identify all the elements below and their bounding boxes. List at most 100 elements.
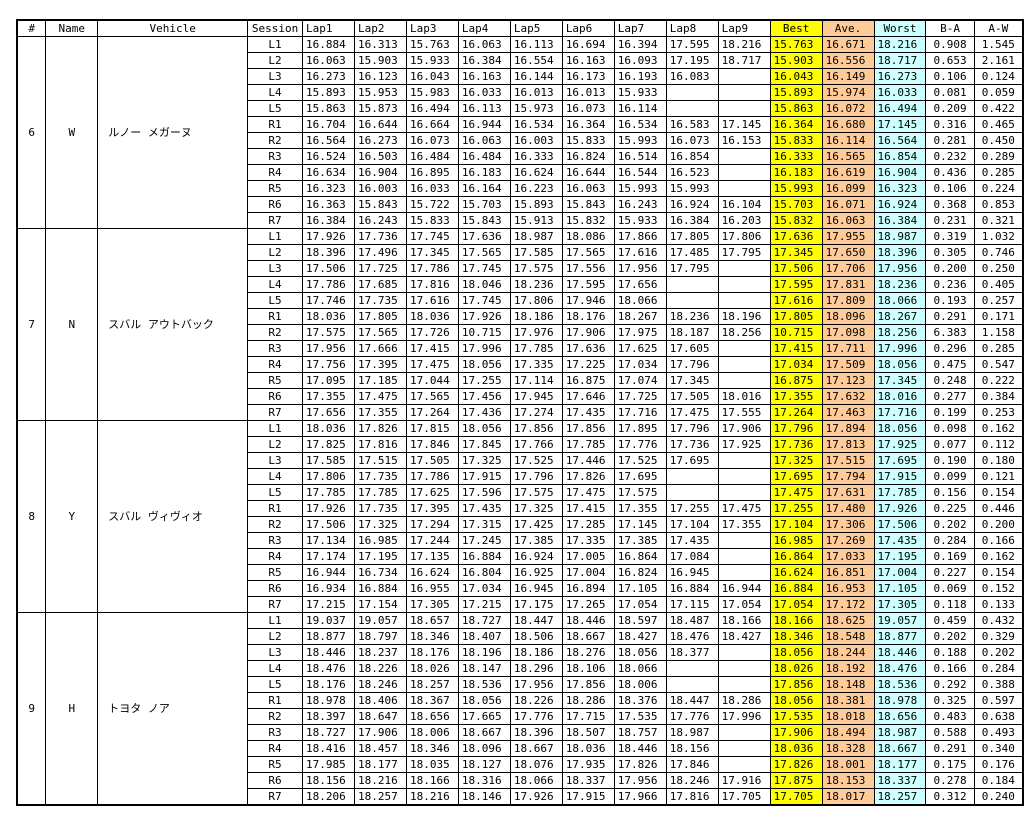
lap-cell: 17.796	[665, 356, 719, 373]
lap-cell: 17.435	[665, 532, 719, 549]
lap-cell: 18.066	[509, 772, 563, 789]
lap-cell: 17.725	[354, 260, 407, 277]
worst-cell: 18.256	[873, 324, 927, 341]
best-minus-ave-cell: 0.166	[925, 660, 975, 677]
lap-cell: 17.556	[561, 260, 615, 277]
session-cell: L3	[247, 68, 304, 85]
best-minus-ave-cell: 0.156	[925, 484, 975, 501]
lap-cell: 16.503	[354, 148, 407, 165]
best-cell: 16.884	[769, 580, 823, 597]
lap-cell: 17.866	[613, 228, 667, 245]
best-minus-ave-cell: 0.236	[925, 276, 975, 293]
column-header-lap6: Lap6	[561, 19, 615, 37]
lap-cell: 17.846	[665, 756, 719, 773]
lap-cell: 17.966	[613, 788, 667, 806]
best-cell: 17.506	[769, 260, 823, 277]
lap-cell: 17.345	[665, 372, 719, 389]
session-cell: L3	[247, 452, 304, 469]
lap-cell: 18.156	[302, 772, 355, 789]
lap-cell: 17.435	[457, 500, 511, 517]
table-row: L3 18.446 18.237 18.176 18.196 18.186 18.276 18…	[17, 644, 1024, 661]
lap-cell: 17.786	[405, 260, 459, 277]
lap-cell: 16.104	[717, 196, 771, 213]
lap-cell: 17.745	[457, 292, 511, 309]
lap-cell: 16.704	[302, 116, 355, 133]
lap-cell: 16.273	[302, 68, 355, 85]
lap-cell: 16.333	[509, 148, 563, 165]
lap-cell	[717, 660, 771, 677]
lap-cell: 18.036	[302, 420, 355, 437]
lap-cell: 17.925	[717, 436, 771, 453]
session-cell: L2	[247, 628, 304, 645]
lap-cell: 16.033	[405, 180, 459, 197]
lap-cell: 17.796	[509, 468, 563, 485]
worst-cell: 16.494	[873, 100, 927, 117]
lap-cell: 17.114	[509, 372, 563, 389]
lap-cell: 17.506	[302, 516, 355, 533]
ave-minus-worst-cell: 0.285	[973, 164, 1024, 181]
best-cell: 17.796	[769, 420, 823, 437]
worst-cell: 18.236	[873, 276, 927, 293]
best-minus-ave-cell: 0.188	[925, 644, 975, 661]
column-header-lap5: Lap5	[509, 19, 563, 37]
ave-minus-worst-cell: 0.180	[973, 452, 1024, 469]
best-cell: 18.346	[769, 628, 823, 645]
driver-number: 9	[16, 612, 47, 806]
ave-minus-worst-cell: 0.200	[973, 516, 1024, 533]
lap-cell: 17.816	[405, 276, 459, 293]
session-cell: L2	[247, 52, 304, 69]
ave-cell: 17.098	[821, 324, 875, 341]
lap-cell: 18.727	[457, 612, 511, 629]
best-minus-ave-cell: 0.908	[925, 36, 975, 53]
lap-cell: 15.933	[405, 52, 459, 69]
lap-cell: 15.843	[354, 196, 407, 213]
worst-cell: 16.033	[873, 84, 927, 101]
worst-cell: 18.446	[873, 644, 927, 661]
session-cell: L1	[247, 228, 304, 245]
session-cell: R7	[247, 212, 304, 229]
lap-cell: 17.565	[405, 388, 459, 405]
lap-cell: 16.664	[405, 116, 459, 133]
lap-cell: 16.634	[302, 164, 355, 181]
ave-minus-worst-cell: 0.432	[973, 612, 1024, 629]
lap-cell: 16.734	[354, 564, 407, 581]
worst-cell: 18.476	[873, 660, 927, 677]
worst-cell: 16.904	[873, 164, 927, 181]
worst-cell: 17.435	[873, 532, 927, 549]
lap-cell: 16.894	[561, 580, 615, 597]
ave-cell: 16.149	[821, 68, 875, 85]
lap-cell: 18.226	[509, 692, 563, 709]
best-cell: 17.475	[769, 484, 823, 501]
lap-cell: 17.084	[665, 548, 719, 565]
lap-cell: 17.185	[354, 372, 407, 389]
ave-minus-worst-cell: 0.184	[973, 772, 1024, 789]
session-cell: R3	[247, 724, 304, 741]
lap-cell: 17.735	[354, 292, 407, 309]
lap-cell: 16.033	[457, 84, 511, 101]
lap-cell: 17.825	[302, 436, 355, 453]
worst-cell: 17.004	[873, 564, 927, 581]
lap-cell: 17.104	[665, 516, 719, 533]
lap-cell: 17.906	[561, 324, 615, 341]
lap-cell: 17.485	[665, 244, 719, 261]
ave-cell: 18.381	[821, 692, 875, 709]
lap-cell: 16.243	[354, 212, 407, 229]
lap-cell: 17.145	[717, 116, 771, 133]
lap-cell: 18.476	[302, 660, 355, 677]
ave-minus-worst-cell: 0.152	[973, 580, 1024, 597]
ave-minus-worst-cell: 0.176	[973, 756, 1024, 773]
lap-cell	[717, 644, 771, 661]
lap-cell: 16.624	[405, 564, 459, 581]
table-row: L2 17.825 17.816 17.846 17.845 17.766 17.785 17…	[17, 436, 1024, 453]
ave-cell: 16.953	[821, 580, 875, 597]
lap-cell: 17.415	[405, 340, 459, 357]
lap-cell: 16.113	[509, 36, 563, 53]
table-row: R4 17.174 17.195 17.135 16.884 16.924 17.005 16…	[17, 548, 1024, 565]
best-cell: 17.355	[769, 388, 823, 405]
lap-cell: 17.395	[405, 500, 459, 517]
session-cell: R3	[247, 340, 304, 357]
lap-cell: 18.286	[717, 692, 771, 709]
worst-cell: 16.273	[873, 68, 927, 85]
column-header-lap1: Lap1	[302, 19, 355, 37]
lap-cell: 17.255	[665, 500, 719, 517]
